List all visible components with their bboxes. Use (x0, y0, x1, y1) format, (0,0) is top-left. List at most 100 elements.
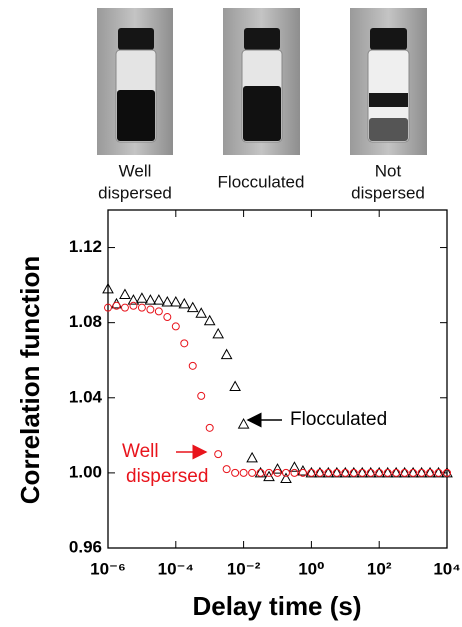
circle-marker (222, 465, 231, 474)
y-tick-label: 1.12 (69, 237, 102, 256)
photo-not-dispersed (350, 8, 427, 155)
triangle-marker (364, 466, 377, 478)
triangle-marker (254, 466, 267, 478)
photo-caption: Flocculated (218, 172, 305, 191)
annotation: Well (122, 441, 159, 462)
triangle-marker (212, 327, 225, 339)
circle-marker (324, 468, 333, 477)
circle-marker (112, 301, 121, 310)
circle-marker (341, 468, 350, 477)
photo-caption: Not (375, 161, 402, 180)
x-tick-label: 10⁻⁴ (158, 559, 194, 578)
x-tick-label: 10⁴ (433, 559, 460, 578)
y-tick-label: 1.08 (69, 312, 102, 331)
circle-marker (383, 468, 392, 477)
y-tick-label: 0.96 (69, 537, 102, 556)
plot-frame (107, 209, 448, 549)
x-tick-label: 10⁻² (227, 559, 261, 578)
circle-marker (188, 361, 197, 370)
circle-marker (137, 303, 146, 312)
triangle-marker (398, 466, 411, 478)
circle-marker (265, 468, 274, 477)
circle-marker (307, 468, 316, 477)
triangle-marker (424, 466, 436, 478)
photo-caption: dispersed (98, 183, 172, 202)
triangle-marker (136, 292, 148, 303)
circle-marker (256, 468, 265, 477)
photo-well-dispersed (97, 8, 173, 155)
circle-marker (239, 468, 248, 477)
photo-caption: dispersed (351, 183, 425, 202)
triangle-marker (441, 466, 453, 478)
triangle-marker (271, 463, 284, 474)
triangle-marker (119, 288, 131, 299)
circle-marker (417, 468, 426, 477)
circle-marker (154, 307, 163, 316)
triangle-marker (220, 348, 233, 360)
triangle-marker (169, 295, 182, 307)
triangle-marker (330, 466, 343, 478)
circle-marker (392, 468, 401, 477)
circle-marker (409, 468, 418, 477)
circle-marker (349, 468, 358, 477)
triangle-marker (288, 461, 301, 472)
triangle-marker (305, 466, 318, 478)
y-tick-label: 1.00 (69, 462, 102, 481)
circle-marker (400, 468, 409, 477)
x-tick-label: 10² (367, 559, 392, 578)
circle-marker (298, 468, 307, 477)
photo-flocculated (223, 8, 300, 155)
triangle-marker (203, 314, 216, 326)
circle-marker (281, 468, 290, 477)
triangle-marker (237, 418, 250, 429)
circle-marker (180, 339, 189, 348)
triangle-marker (280, 472, 292, 484)
x-tick-label: 10⁻⁶ (90, 559, 126, 578)
triangle-marker (373, 466, 386, 478)
x-axis-label: Delay time (s) (192, 591, 361, 621)
circle-marker (332, 468, 341, 477)
triangle-marker (161, 295, 174, 307)
photo-caption: Well (119, 161, 152, 180)
triangle-marker (407, 466, 419, 478)
circle-marker (104, 303, 112, 312)
circle-marker (146, 305, 155, 314)
circle-marker (315, 468, 324, 477)
triangle-marker (263, 470, 275, 482)
triangle-marker (390, 466, 402, 478)
triangle-marker (432, 466, 445, 478)
circle-marker (426, 468, 435, 477)
triangle-marker (229, 380, 241, 392)
x-tick-label: 10⁰ (298, 559, 324, 578)
triangle-marker (186, 301, 199, 313)
triangle-marker (178, 297, 191, 309)
circle-marker (231, 468, 240, 477)
circle-marker (358, 468, 367, 477)
triangle-marker (415, 466, 428, 478)
triangle-marker (152, 294, 165, 305)
annotation: Flocculated (290, 409, 387, 430)
circle-marker (171, 322, 180, 331)
circle-marker (163, 313, 172, 322)
circle-marker (197, 391, 206, 400)
circle-marker (366, 468, 375, 477)
captions: Well dispersed Flocculated Not dispersed (98, 161, 425, 202)
circle-marker (434, 468, 443, 477)
circle-marker (375, 468, 384, 477)
triangle-marker (144, 294, 157, 305)
triangle-marker (322, 466, 335, 478)
triangle-marker (356, 466, 369, 478)
circle-marker (120, 303, 129, 312)
y-axis-label: Correlation function (15, 256, 45, 504)
circle-marker (248, 468, 257, 477)
triangle-marker (314, 466, 326, 478)
circle-marker (273, 468, 282, 477)
triangle-marker (127, 294, 140, 305)
circle-marker (214, 450, 223, 459)
triangle-marker (347, 466, 360, 478)
triangle-marker (246, 451, 258, 463)
circle-marker (443, 468, 451, 477)
y-tick-label: 1.04 (69, 387, 103, 406)
circle-marker (290, 468, 299, 477)
